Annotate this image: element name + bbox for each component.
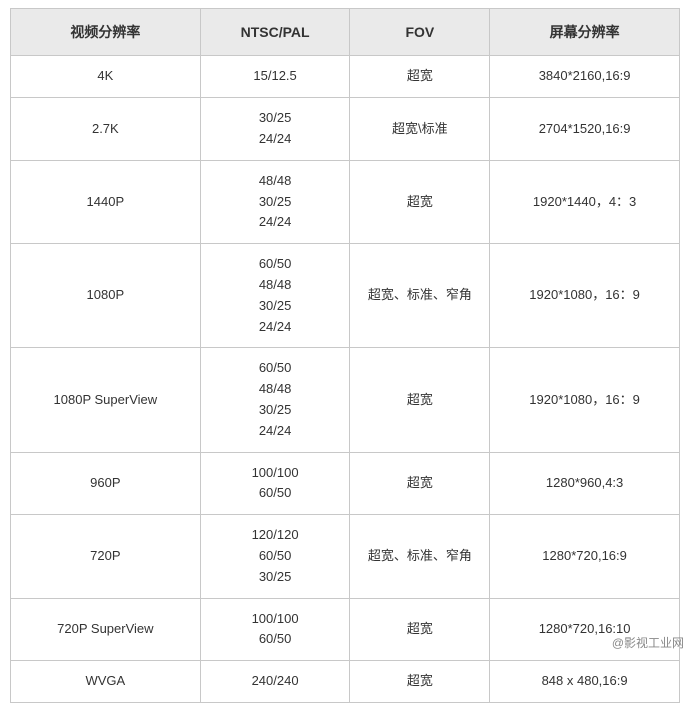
cell-video-res: 720P SuperView [11,598,201,661]
cell-screen-res: 1920*1440，4：3 [490,160,680,243]
col-header-video-res: 视频分辨率 [11,9,201,56]
cell-fov: 超宽 [350,160,490,243]
cell-ntsc-pal: 100/10060/50 [200,452,350,515]
cell-screen-res: 3840*2160,16:9 [490,56,680,98]
table-row: 4K 15/12.5 超宽 3840*2160,16:9 [11,56,680,98]
table-row: 720P SuperView 100/10060/50 超宽 1280*720,… [11,598,680,661]
cell-ntsc-pal: 120/12060/5030/25 [200,515,350,598]
cell-fov: 超宽 [350,452,490,515]
cell-video-res: 2.7K [11,98,201,161]
cell-video-res: WVGA [11,661,201,703]
cell-fov: 超宽 [350,598,490,661]
cell-ntsc-pal: 48/4830/2524/24 [200,160,350,243]
cell-screen-res: 2704*1520,16:9 [490,98,680,161]
table-row: 2.7K 30/2524/24 超宽\标准 2704*1520,16:9 [11,98,680,161]
cell-fov: 超宽、标准、窄角 [350,515,490,598]
col-header-fov: FOV [350,9,490,56]
cell-screen-res: 1280*960,4:3 [490,452,680,515]
cell-video-res: 1440P [11,160,201,243]
table-row: WVGA 240/240 超宽 848 x 480,16:9 [11,661,680,703]
cell-fov: 超宽、标准、窄角 [350,244,490,348]
cell-fov: 超宽 [350,661,490,703]
cell-screen-res: 1920*1080，16：9 [490,244,680,348]
cell-fov: 超宽 [350,348,490,452]
cell-ntsc-pal: 60/5048/4830/2524/24 [200,244,350,348]
col-header-screen-res: 屏幕分辨率 [490,9,680,56]
cell-screen-res: 848 x 480,16:9 [490,661,680,703]
cell-screen-res: 1280*720,16:9 [490,515,680,598]
table-row: 1080P 60/5048/4830/2524/24 超宽、标准、窄角 1920… [11,244,680,348]
col-header-ntsc-pal: NTSC/PAL [200,9,350,56]
table-body: 4K 15/12.5 超宽 3840*2160,16:9 2.7K 30/252… [11,56,680,703]
cell-ntsc-pal: 100/10060/50 [200,598,350,661]
cell-ntsc-pal: 30/2524/24 [200,98,350,161]
cell-ntsc-pal: 15/12.5 [200,56,350,98]
cell-fov: 超宽 [350,56,490,98]
video-spec-table: 视频分辨率 NTSC/PAL FOV 屏幕分辨率 4K 15/12.5 超宽 3… [10,8,680,703]
table-header-row: 视频分辨率 NTSC/PAL FOV 屏幕分辨率 [11,9,680,56]
cell-screen-res: 1280*720,16:10 [490,598,680,661]
table-row: 1080P SuperView 60/5048/4830/2524/24 超宽 … [11,348,680,452]
watermark-text: @影视工业网 [612,634,684,651]
cell-video-res: 1080P SuperView [11,348,201,452]
cell-video-res: 4K [11,56,201,98]
cell-video-res: 1080P [11,244,201,348]
cell-video-res: 720P [11,515,201,598]
table-row: 720P 120/12060/5030/25 超宽、标准、窄角 1280*720… [11,515,680,598]
cell-screen-res: 1920*1080，16：9 [490,348,680,452]
table-row: 960P 100/10060/50 超宽 1280*960,4:3 [11,452,680,515]
table-row: 1440P 48/4830/2524/24 超宽 1920*1440，4：3 [11,160,680,243]
cell-video-res: 960P [11,452,201,515]
cell-ntsc-pal: 60/5048/4830/2524/24 [200,348,350,452]
cell-ntsc-pal: 240/240 [200,661,350,703]
cell-fov: 超宽\标准 [350,98,490,161]
